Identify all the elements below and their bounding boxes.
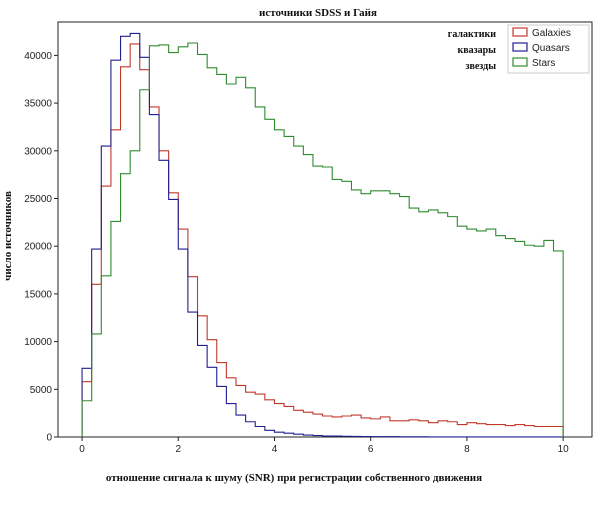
legend-patch-quasars bbox=[512, 42, 528, 52]
legend-ru-label: квазары bbox=[457, 45, 496, 56]
y-tick-label: 25000 bbox=[24, 194, 52, 205]
x-tick-label: 10 bbox=[558, 444, 570, 455]
legend: Galaxies Quasars Stars bbox=[507, 24, 590, 74]
x-tick-label: 6 bbox=[368, 444, 374, 455]
y-axis-label: число источников bbox=[2, 191, 14, 281]
series-layer bbox=[81, 32, 564, 438]
x-axis-ticks: 0 2 4 6 8 10 bbox=[79, 437, 569, 455]
y-tick-label: 10000 bbox=[24, 337, 52, 348]
y-tick-label: 30000 bbox=[24, 146, 52, 157]
plot-frame bbox=[57, 21, 593, 438]
legend-patch-stars bbox=[512, 57, 528, 67]
legend-russian-labels: галактики квазары звезды bbox=[448, 29, 496, 72]
y-tick-label: 35000 bbox=[24, 99, 52, 110]
x-tick-label: 4 bbox=[272, 444, 278, 455]
legend-ru-label: звезды bbox=[465, 61, 496, 72]
legend-label-stars: Stars bbox=[532, 58, 555, 69]
x-axis-label: отношение сигнала к шуму (SNR) при регис… bbox=[106, 472, 482, 484]
y-tick-label: 20000 bbox=[24, 242, 52, 253]
y-axis-ticks: 0 5000 10000 15000 20000 25000 30000 35000 40000 bbox=[24, 51, 58, 444]
legend-patch-galaxies bbox=[512, 27, 528, 37]
chart-title: источники SDSS и Гайя bbox=[259, 7, 377, 19]
series-line-quasars bbox=[81, 32, 564, 438]
legend-label-quasars: Quasars bbox=[532, 43, 570, 54]
y-tick-label: 0 bbox=[46, 433, 52, 444]
series-line-galaxies bbox=[81, 43, 564, 437]
plot-area bbox=[57, 21, 593, 438]
legend-ru-label: галактики bbox=[448, 29, 496, 40]
y-tick-label: 15000 bbox=[24, 289, 52, 300]
x-tick-label: 2 bbox=[175, 444, 181, 455]
series-line-stars bbox=[81, 42, 564, 437]
y-tick-label: 5000 bbox=[30, 385, 53, 396]
x-tick-label: 0 bbox=[79, 444, 85, 455]
y-tick-label: 40000 bbox=[24, 51, 52, 62]
legend-label-galaxies: Galaxies bbox=[532, 28, 571, 39]
legend-box bbox=[507, 24, 590, 74]
x-tick-label: 8 bbox=[464, 444, 470, 455]
